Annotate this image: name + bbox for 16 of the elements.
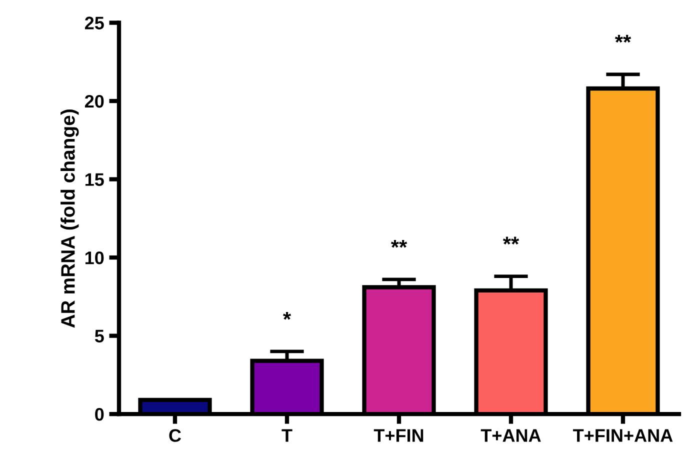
x-tick-label: T: [282, 429, 292, 442]
annotation: **: [502, 236, 520, 245]
annotation: *: [283, 312, 292, 320]
annotation: **: [614, 34, 632, 43]
x-tick-label: T+ANA: [480, 429, 541, 442]
y-tick-label: 15: [85, 173, 104, 186]
y-tick-label: 5: [94, 330, 104, 343]
y-axis-title: AR mRNA (fold change): [60, 110, 79, 328]
y-tick-label: 25: [84, 16, 104, 30]
x-tick-label: T+FIN+ANA: [573, 429, 673, 442]
y-tick-label: 10: [85, 251, 104, 264]
y-tick-label: 20: [84, 94, 104, 108]
annotation: **: [390, 240, 408, 248]
y-tick-label: 0: [95, 408, 104, 421]
x-tick-label: T+FIN: [374, 429, 424, 442]
x-tick-label: C: [169, 429, 182, 442]
